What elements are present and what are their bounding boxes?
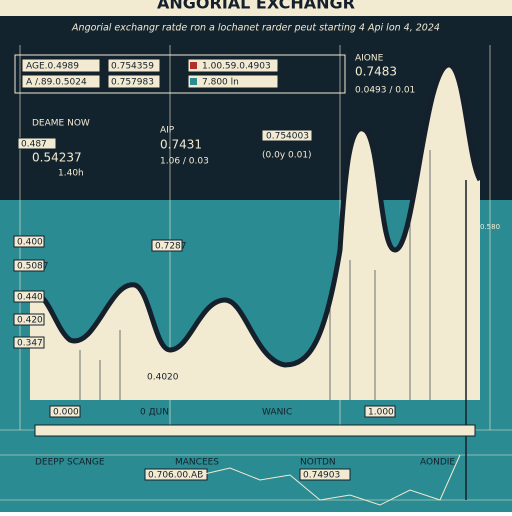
right-box-text: 0.754003 bbox=[266, 132, 309, 142]
peak-value: 0.7483 bbox=[355, 65, 397, 79]
middle-label: AIP bbox=[160, 126, 175, 136]
legend-frame bbox=[14, 54, 346, 94]
area bbox=[30, 64, 480, 400]
footer-label: MANCEES bbox=[175, 458, 219, 468]
side-label: 0.5087 bbox=[17, 262, 49, 272]
left-box bbox=[17, 137, 57, 150]
title-band bbox=[0, 0, 512, 16]
legend-item: 0.754359 bbox=[111, 62, 154, 72]
legend-item: 1.00.59.0.4903 bbox=[202, 62, 271, 72]
side-label: 0.440 bbox=[17, 293, 43, 303]
spikes bbox=[79, 150, 431, 400]
timeline-box bbox=[364, 405, 396, 418]
timeline-box bbox=[49, 405, 81, 418]
middle-value: 0.7431 bbox=[160, 138, 202, 152]
footer-value: 0.74903 bbox=[303, 471, 340, 481]
right-box bbox=[261, 129, 313, 142]
side-box bbox=[13, 235, 45, 248]
footer-label: AONDIE bbox=[420, 458, 455, 468]
inner-box bbox=[151, 239, 183, 252]
left-note: 1.40h bbox=[58, 169, 84, 179]
middle-note: 1.06 / 0.03 bbox=[160, 157, 209, 167]
legend-item: AGE.0.4989 bbox=[26, 62, 79, 72]
peak-note: 0.0493 / 0.01 bbox=[355, 86, 415, 96]
inner-label: 0.580 bbox=[480, 223, 500, 231]
side-label: 0.347 bbox=[17, 339, 43, 349]
legend-item: 7.800 ln bbox=[202, 78, 239, 88]
left-value: 0.54237 bbox=[32, 151, 82, 165]
inner-label: 0.7287 bbox=[155, 242, 187, 252]
timeline-label: WANIC bbox=[262, 408, 292, 418]
left-label: DEAME NOW bbox=[32, 119, 90, 129]
timeline-bar bbox=[34, 424, 476, 437]
side-label: 0.420 bbox=[17, 316, 43, 326]
legend-item: A /.89.0.5024 bbox=[26, 78, 87, 88]
left-box-text: 0.487 bbox=[21, 140, 47, 150]
side-box bbox=[13, 290, 45, 303]
curve bbox=[28, 62, 483, 368]
peak-label: AIONE bbox=[355, 54, 384, 64]
right-note: (0.0y 0.01) bbox=[262, 151, 312, 161]
side-box bbox=[13, 336, 45, 349]
side-box bbox=[13, 313, 45, 326]
footer-label: DEEPP SCANGE bbox=[35, 458, 105, 468]
title: ANGORIAL EXCHANGR bbox=[157, 0, 355, 13]
legend: AGE.0.4989 0.754359 1.00.59.0.4903 A /.8… bbox=[21, 58, 279, 89]
side-labels: 0.400 0.5087 0.440 0.420 0.347 bbox=[13, 235, 49, 349]
timeline-label: 0 ДUN bbox=[140, 408, 169, 418]
side-label: 0.400 bbox=[17, 238, 43, 248]
timeline-label: 1.000 bbox=[368, 408, 394, 418]
footer-value: 0.706.00.AB bbox=[148, 471, 203, 481]
footer-box bbox=[144, 468, 208, 481]
inner-label: 0.4020 bbox=[147, 373, 179, 383]
footer-line bbox=[199, 454, 461, 506]
subtitle: Angorial exchangr ratde ron a lochanet r… bbox=[71, 23, 440, 34]
footer-box bbox=[299, 468, 351, 481]
side-box bbox=[13, 259, 45, 272]
timeline-label: 0.000 bbox=[53, 408, 79, 418]
legend-item: 0.757983 bbox=[111, 78, 154, 88]
footer-label: NOITDN bbox=[300, 458, 336, 468]
